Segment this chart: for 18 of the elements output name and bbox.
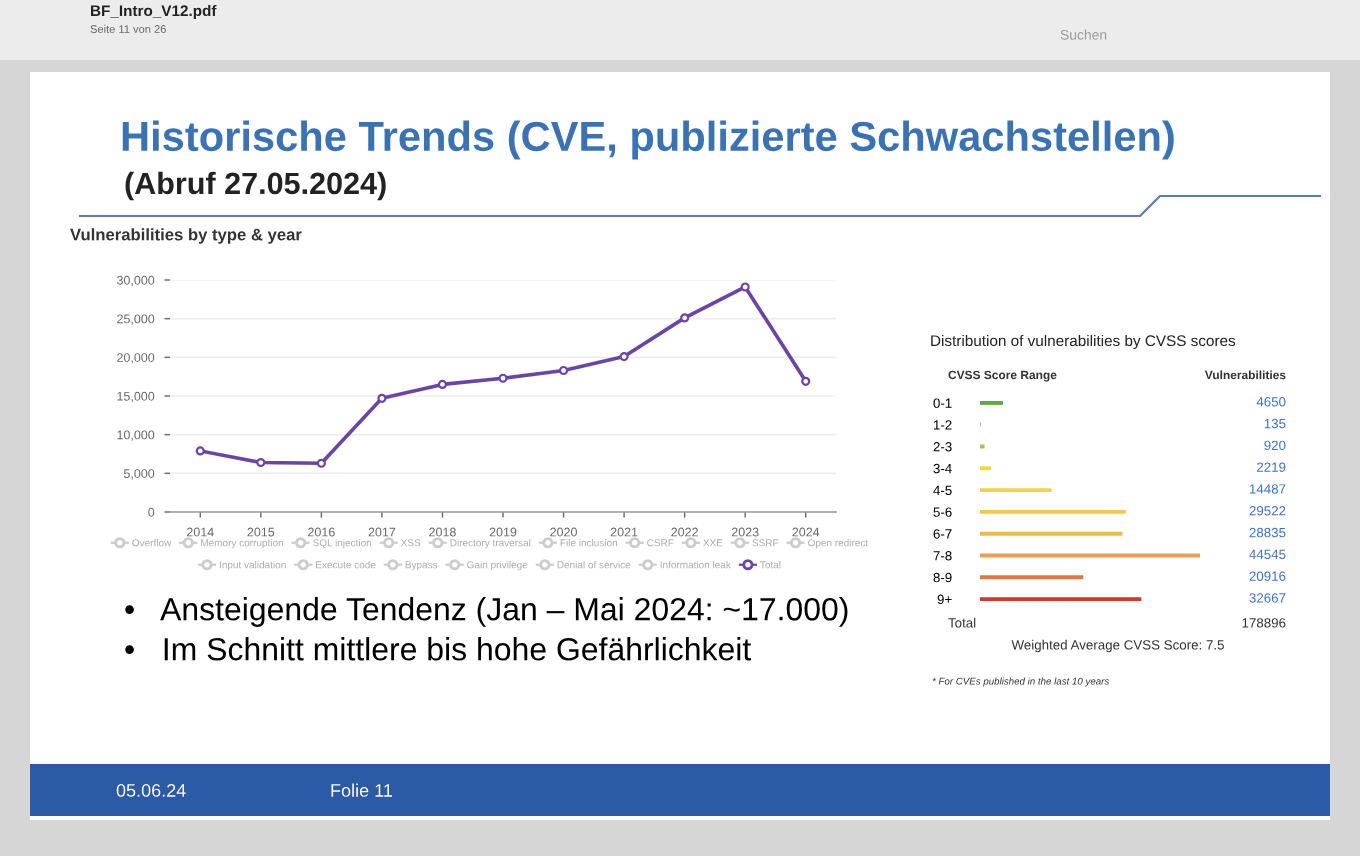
point xyxy=(558,365,569,376)
text: (Abruf 27.05.2024) xyxy=(125,171,386,201)
text: Folie 11 xyxy=(331,783,393,797)
text: 05.06.24 xyxy=(116,784,186,797)
text: • Ansteigende Tendenz (Jan – Mai 2024: ~17.000) xyxy=(125,597,848,627)
point xyxy=(619,351,629,362)
text: • Im Schnitt mittlere bis hohe Gefährlichkeit xyxy=(125,637,752,661)
text: Historische Trends (CVE, publizierte Schwachstellen) xyxy=(122,120,1174,160)
point xyxy=(801,376,811,386)
point xyxy=(680,313,690,323)
point xyxy=(740,282,750,292)
point xyxy=(437,379,448,389)
point xyxy=(316,458,326,468)
point xyxy=(377,393,387,403)
point xyxy=(256,457,266,468)
chart-title: Vulnerabilities by type & year xyxy=(70,228,302,244)
point xyxy=(195,446,205,456)
point xyxy=(498,373,508,383)
